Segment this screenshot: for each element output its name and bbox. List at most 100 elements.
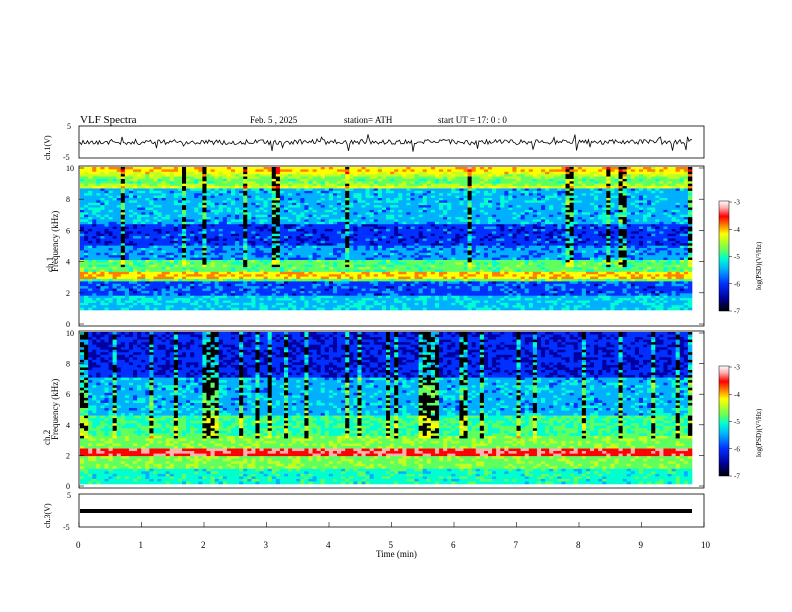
spectrogram-cell xyxy=(194,269,199,273)
spectrogram-cell xyxy=(357,262,362,266)
spectrogram-cell xyxy=(390,193,395,196)
spectrogram-cell xyxy=(292,167,297,170)
spectrogram-cell xyxy=(194,212,199,215)
spectrogram-cell xyxy=(349,238,354,242)
spectrogram-cell xyxy=(198,269,203,273)
spectrogram-cell xyxy=(402,250,407,254)
spectrogram-cell xyxy=(243,255,248,258)
spectrogram-cell xyxy=(186,195,191,199)
spectrogram-cell xyxy=(398,205,403,208)
spectrogram-cell xyxy=(284,300,289,304)
spectrogram-cell xyxy=(337,286,342,289)
spectrogram-cell xyxy=(190,217,195,220)
spectrogram-cell xyxy=(341,188,346,192)
spectrogram-cell xyxy=(153,255,158,258)
spectrogram-cell xyxy=(349,219,354,223)
spectrogram-cell xyxy=(410,193,415,196)
spectrogram-cell xyxy=(259,226,264,230)
spectrogram-cell xyxy=(210,262,215,266)
spectrogram-cell xyxy=(145,238,150,242)
spectrogram-cell xyxy=(194,252,199,256)
spectrogram-cell xyxy=(414,176,419,180)
spectrogram-cell xyxy=(120,205,126,208)
spectrogram-cell xyxy=(120,288,126,292)
spectrogram-cell xyxy=(226,264,232,268)
spectrogram-cell xyxy=(137,193,142,196)
spectrogram-cell xyxy=(373,269,379,273)
spectrogram-cell xyxy=(153,195,158,199)
spectrogram-cell xyxy=(357,243,362,246)
spectrogram-cell xyxy=(206,226,211,230)
spectrogram-cell xyxy=(230,307,236,311)
spectrogram-cell xyxy=(288,186,293,189)
spectrogram-cell xyxy=(296,290,301,294)
spectrogram-cell xyxy=(214,174,220,177)
spectrogram-cell xyxy=(214,219,220,223)
spectrogram-cell xyxy=(186,293,191,296)
spectrogram-cell xyxy=(381,193,387,196)
spectrogram-cell xyxy=(165,183,171,187)
spectrogram-cell xyxy=(108,286,113,289)
spectrogram-cell xyxy=(263,197,268,201)
spectrogram-cell xyxy=(104,259,109,263)
spectrogram-cell xyxy=(210,224,215,227)
spectrogram-cell xyxy=(279,271,285,275)
spectrogram-cell xyxy=(128,276,134,280)
spectrogram-cell xyxy=(218,217,224,220)
spectrogram-cell xyxy=(157,231,162,235)
spectrogram-cell xyxy=(194,271,199,275)
spectrogram-cell xyxy=(173,243,179,246)
spectrogram-cell xyxy=(337,257,342,261)
spectrogram-cell xyxy=(251,255,256,258)
spectrogram-cell xyxy=(92,224,97,227)
spectrogram-cell xyxy=(206,255,211,258)
spectrogram-cell xyxy=(312,290,317,294)
spectrogram-cell xyxy=(104,305,109,308)
spectrogram-cell xyxy=(243,207,248,211)
spectrogram-cell xyxy=(373,259,379,263)
spectrogram-cell xyxy=(312,259,317,263)
spectrogram-cell xyxy=(235,202,240,206)
spectrogram-cell xyxy=(296,178,301,182)
spectrogram-cell xyxy=(361,255,366,258)
spectrogram-cell xyxy=(124,267,130,270)
spectrogram-cell xyxy=(402,300,407,304)
spectrogram-cell xyxy=(198,252,203,256)
spectrogram-cell xyxy=(300,174,305,177)
spectrogram-cell xyxy=(316,193,322,196)
spectrogram-cell xyxy=(398,264,403,268)
spectrogram-cell xyxy=(345,174,350,177)
spectrogram-cell xyxy=(377,243,383,246)
spectrogram-cell xyxy=(337,205,342,208)
spectrogram-cell xyxy=(161,209,166,213)
spectrogram-cell xyxy=(267,221,273,225)
spectrogram-cell xyxy=(96,212,101,215)
spectrogram-cell xyxy=(190,214,195,218)
spectrogram-cell xyxy=(243,283,248,287)
spectrogram-cell xyxy=(235,236,240,239)
spectrogram-cell xyxy=(149,259,154,263)
spectrogram-cell xyxy=(369,236,375,239)
spectrogram-cell xyxy=(206,224,211,227)
spectrogram-cell xyxy=(137,279,142,282)
spectrogram-cell xyxy=(288,226,293,230)
spectrogram-cell xyxy=(218,307,224,311)
spectrogram-cell xyxy=(190,221,195,225)
spectrogram-cell xyxy=(218,255,224,258)
spectrogram-cell xyxy=(173,188,179,192)
spectrogram-cell xyxy=(373,221,379,225)
spectrogram-cell xyxy=(218,305,224,308)
spectrogram-cell xyxy=(386,283,391,287)
spectrogram-cell xyxy=(263,212,268,215)
spectrogram-cell xyxy=(300,274,305,277)
spectrogram-cell xyxy=(255,259,260,263)
spectrogram-cell xyxy=(116,264,122,268)
spectrogram-cell xyxy=(88,259,93,263)
spectrogram-cell xyxy=(394,169,399,173)
spectrogram-cell xyxy=(308,197,313,201)
spectrogram-cell xyxy=(349,181,354,184)
spectrogram-cell xyxy=(149,207,154,211)
spectrogram-cell xyxy=(345,183,350,187)
spectrogram-cell xyxy=(332,279,338,282)
spectrogram-cell xyxy=(255,302,260,306)
